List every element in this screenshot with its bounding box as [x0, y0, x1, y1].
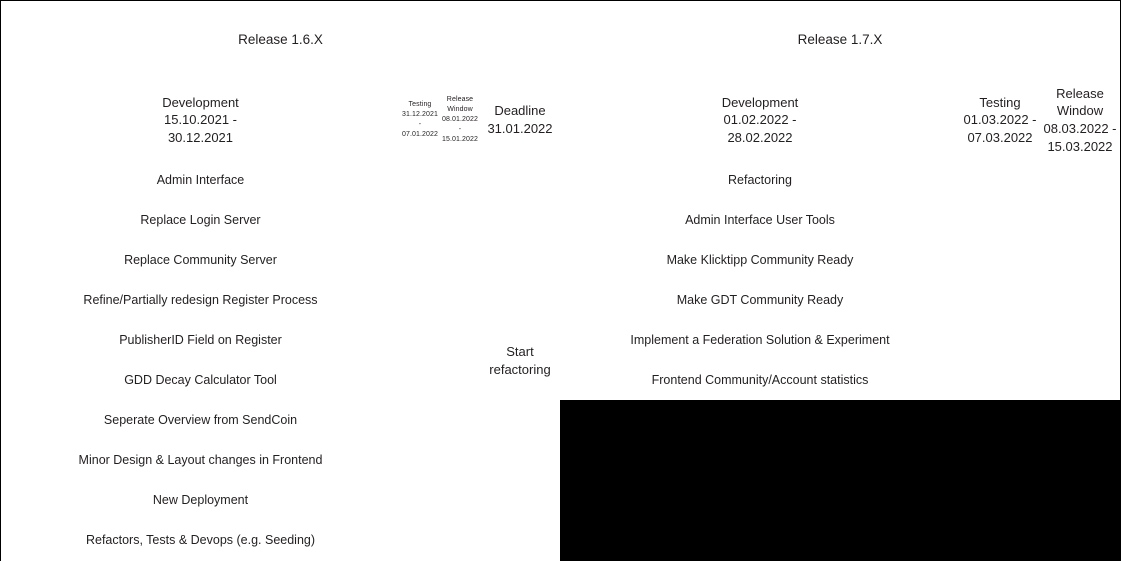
task-row: Frontend Community/Account statistics [560, 360, 961, 401]
task-row: Make Klicktipp Community Ready [560, 240, 961, 281]
task-row: Refine/Partially redesign Register Proce… [0, 280, 401, 321]
release-window-span-1-7 [1040, 160, 1121, 401]
release-title-1-6: Release 1.6.X [0, 0, 561, 81]
testing-span-1-6 [400, 160, 441, 561]
phase-development-1-6: Development 15.10.2021 - 30.12.2021 [0, 80, 401, 161]
task-row: Replace Login Server [0, 200, 401, 241]
blackout-region [560, 400, 1121, 561]
phase-release-window-1-7: Release Window 08.03.2022 - 15.03.2022 [1040, 80, 1121, 161]
phase-development-1-7: Development 01.02.2022 - 28.02.2022 [560, 80, 961, 161]
deadline-note-1-6: Start refactoring [480, 160, 561, 561]
task-row: Seperate Overview from SendCoin [0, 400, 401, 441]
task-row: Refactoring [560, 160, 961, 201]
phase-testing-1-6: Testing 31.12.2021 - 07.01.2022 [400, 80, 441, 161]
task-row: PublisherID Field on Register [0, 320, 401, 361]
task-row: Implement a Federation Solution & Experi… [560, 320, 961, 361]
task-row: Make GDT Community Ready [560, 280, 961, 321]
release-window-span-1-6 [440, 160, 481, 561]
testing-span-1-7 [960, 160, 1041, 401]
phase-testing-1-7: Testing 01.03.2022 - 07.03.2022 [960, 80, 1041, 161]
task-row: GDD Decay Calculator Tool [0, 360, 401, 401]
phase-release-window-1-6: Release Window 08.01.2022 - 15.01.2022 [440, 80, 481, 161]
phase-deadline-1-6: Deadline 31.01.2022 [480, 80, 561, 161]
task-row: Admin Interface User Tools [560, 200, 961, 241]
release-title-1-7: Release 1.7.X [560, 0, 1121, 81]
task-row: Minor Design & Layout changes in Fronten… [0, 440, 401, 481]
task-row: Refactors, Tests & Devops (e.g. Seeding) [0, 520, 401, 561]
task-row: New Deployment [0, 480, 401, 521]
task-row: Admin Interface [0, 160, 401, 201]
task-row: Replace Community Server [0, 240, 401, 281]
